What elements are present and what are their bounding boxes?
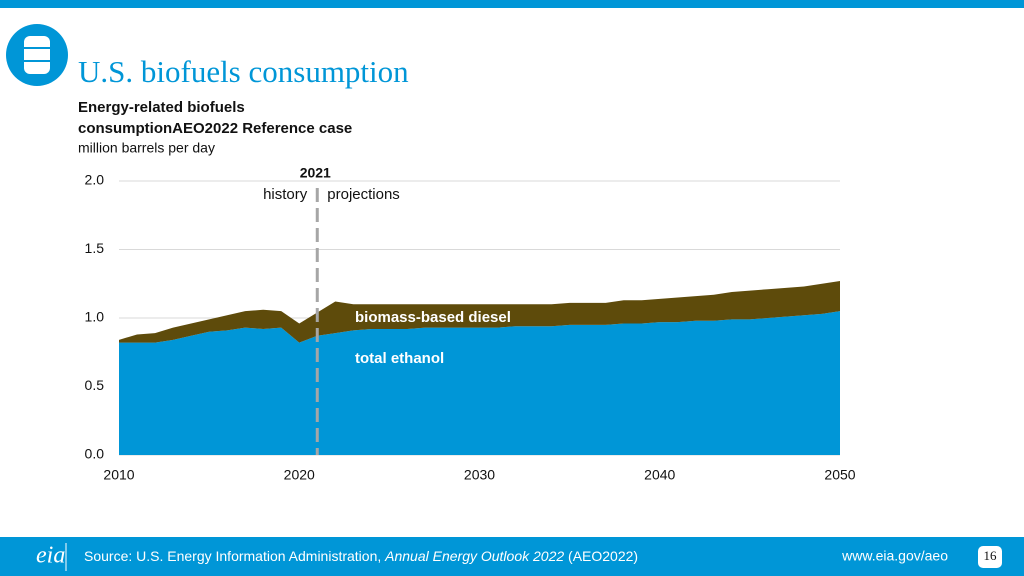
area bbox=[119, 311, 840, 455]
x-tick-label: 2050 bbox=[824, 467, 855, 483]
page-number: 16 bbox=[984, 548, 998, 563]
x-tick-label: 2040 bbox=[644, 467, 675, 483]
y-tick-label: 0.5 bbox=[85, 377, 105, 393]
y-tick-label: 1.5 bbox=[85, 240, 105, 256]
chart-title: consumptionAEO2022 Reference case bbox=[78, 120, 352, 137]
page-badge bbox=[978, 546, 1002, 568]
x-tick-label: 2020 bbox=[284, 467, 315, 483]
history-label: history bbox=[263, 186, 308, 203]
projections-label: projections bbox=[327, 186, 400, 203]
footer-bar bbox=[0, 537, 1024, 576]
source: Source: U.S. Energy Information Administ… bbox=[84, 548, 638, 564]
source-text: Annual Energy Outlook 2022 bbox=[384, 548, 564, 564]
y-tick-label: 2.0 bbox=[85, 172, 105, 188]
barrel-icon bbox=[6, 24, 68, 86]
x-tick-label: 2010 bbox=[103, 467, 134, 483]
source-text: (AEO2022) bbox=[564, 548, 638, 564]
y-tick-label: 0.0 bbox=[85, 446, 105, 462]
series-label: biomass-based diesel bbox=[355, 309, 511, 326]
area bbox=[119, 281, 840, 343]
logo: eia bbox=[36, 543, 65, 569]
source-text: Source: U.S. Energy Information Administ… bbox=[84, 548, 385, 564]
divider-year: 2021 bbox=[300, 165, 331, 181]
url: www.eia.gov/aeo bbox=[841, 548, 948, 564]
top-stripe bbox=[0, 0, 1024, 8]
chart-title: Energy-related biofuels bbox=[78, 99, 245, 116]
series-label: total ethanol bbox=[355, 350, 444, 367]
x-tick-label: 2030 bbox=[464, 467, 495, 483]
plot: 0.0 0.5 1.0 1.5 2.0 2010 2020 2030 2040 2050 total… bbox=[85, 165, 856, 483]
slide-title: U.S. biofuels consumption bbox=[78, 54, 409, 89]
unit-label: million barrels per day bbox=[78, 140, 215, 156]
y-tick-label: 1.0 bbox=[85, 309, 105, 325]
